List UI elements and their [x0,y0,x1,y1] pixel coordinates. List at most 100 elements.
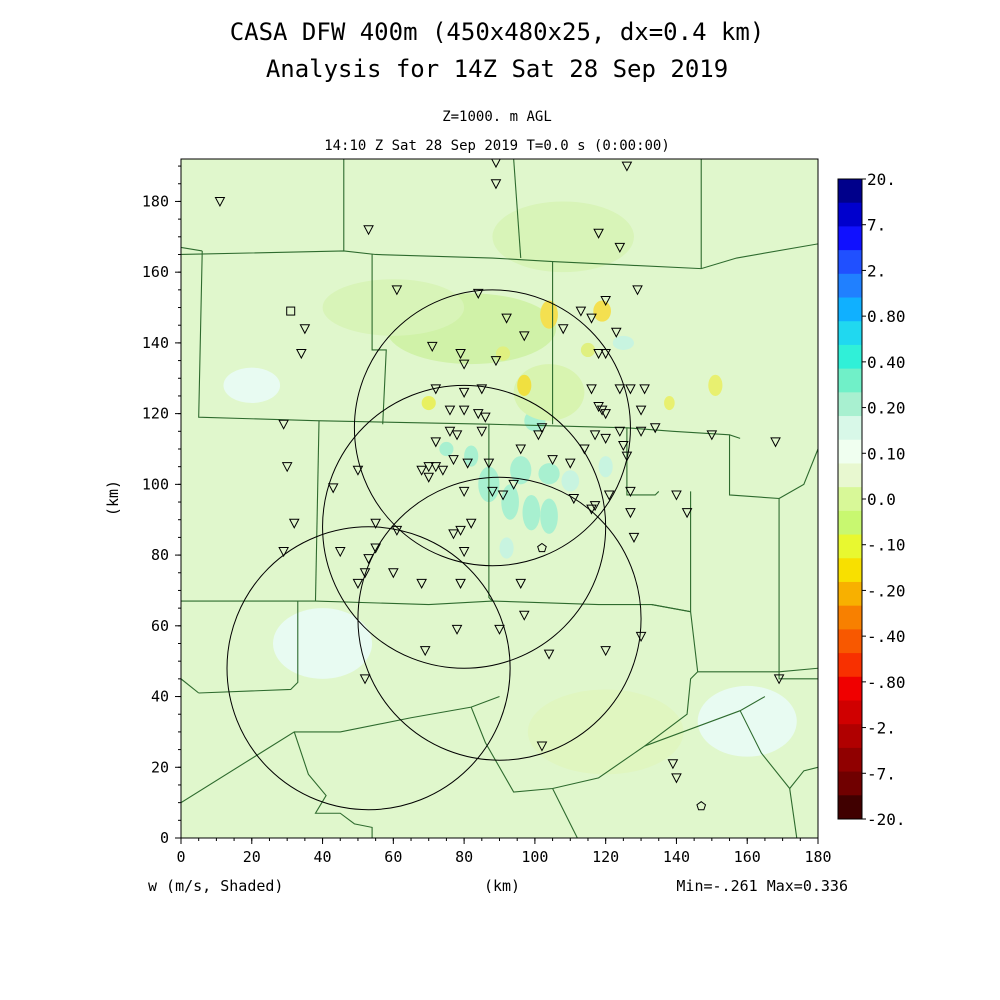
station-triangle-marker [419,646,431,657]
x-tick-label: 60 [384,848,402,866]
station-triangle-marker [773,674,785,685]
station-triangle-marker [515,578,527,589]
station-triangle-marker [649,423,661,434]
colorbar-swatch [838,795,862,820]
county-boundaries [181,159,818,838]
station-triangle-marker [625,486,636,497]
station-triangle-marker [589,501,601,512]
station-triangle-marker [480,412,491,423]
station-triangle-marker [543,649,555,660]
station-triangle-marker [491,159,501,169]
shade-blob [517,374,532,396]
shade-blob [527,689,684,775]
shade-blob [540,300,558,329]
county-line [739,710,798,838]
station-triangle-marker [600,646,611,657]
y-tick-label: 80 [151,546,169,564]
station-triangle-marker [455,349,466,360]
colorbar-label: -2. [867,719,896,738]
shade-blob [540,498,558,534]
station-triangle-marker [600,409,611,420]
x-tick-label: 80 [455,848,473,866]
station-triangle-marker [610,327,622,338]
station-triangle-marker [278,547,289,558]
colorbar-swatch [838,392,862,417]
station-triangle-marker [536,423,548,434]
station-triangle-marker [281,462,293,473]
shade-blob [501,484,519,520]
station-triangle-marker [603,490,615,501]
station-triangle-marker [359,568,371,579]
station-triangle-marker [476,384,488,395]
station-triangle-marker [557,324,569,335]
y-axis-label: (km) [104,480,122,516]
station-triangle-marker [426,341,438,353]
x-tick-label: 20 [243,848,261,866]
station-triangle-marker [600,295,611,307]
colorbar-label: -7. [867,764,896,783]
colorbar-label: 0.80 [867,307,906,326]
colorbar-label: -20. [867,810,906,829]
station-triangle-marker [621,451,633,462]
colorbar-label: 2. [867,261,886,280]
station-triangle-marker [370,518,381,529]
colorbar-swatch [838,273,862,299]
station-triangle-marker [515,444,527,455]
station-triangle-marker [359,674,371,685]
station-triangle-marker [593,228,604,239]
station-triangle-marker [494,624,505,635]
station-triangle-marker [451,430,463,441]
county-line [198,601,299,694]
station-triangle-marker [423,462,435,473]
shade-blob [612,335,634,350]
radar-range-ring [357,476,642,761]
colorbar-swatch [838,344,862,370]
county-line [181,678,200,694]
colorbar-label: -.40 [867,627,906,646]
shade-blob [421,395,436,411]
station-triangle-marker [430,384,442,395]
shade-blob [223,367,281,404]
radar-range-ring [226,526,511,811]
station-triangle-marker [448,455,459,466]
station-triangle-marker [614,384,626,395]
y-tick-label: 140 [142,334,169,352]
colorbar-swatch [838,226,862,251]
colorbar-swatch [838,202,862,227]
station-triangle-marker [497,490,509,501]
colorbar-swatch [838,747,862,773]
station-triangle-marker [278,419,289,430]
station-triangle-marker [593,402,604,413]
station-triangle-marker [455,578,466,589]
station-triangle-marker [299,324,311,335]
y-tick-label: 160 [142,263,169,281]
station-triangle-marker [600,433,611,444]
y-tick-label: 0 [160,829,169,847]
station-triangle-marker [621,161,633,172]
colorbar-label: 7. [867,216,886,235]
y-axis: 0 20 40 60 80 100 120 140 160 180 [142,165,181,847]
colorbar-swatch [838,581,862,607]
colorbar-label: 0.40 [867,353,906,372]
county-line [470,671,699,793]
shade-blob [522,494,541,531]
station-triangle-marker [568,494,580,505]
county-line [778,448,818,499]
x-tick-label: 180 [804,848,831,866]
x-tick-label: 120 [592,848,619,866]
x-tick-label: 100 [521,848,548,866]
shade-blob [495,346,511,361]
shade-blob [513,364,585,421]
station-triangle-marker [391,525,403,536]
station-triangle-marker [370,543,381,554]
colorbar-swatch [838,250,862,275]
station-triangle-marker [490,356,502,367]
station-triangle-marker [483,458,495,469]
county-line [293,731,373,838]
y-tick-label: 40 [151,688,169,706]
shade-blob [538,463,560,485]
county-line [181,696,500,804]
colorbar-label: 0.10 [867,444,906,463]
plot-title: CASA DFW 400m (450x480x25, dx=0.4 km) [230,18,765,46]
